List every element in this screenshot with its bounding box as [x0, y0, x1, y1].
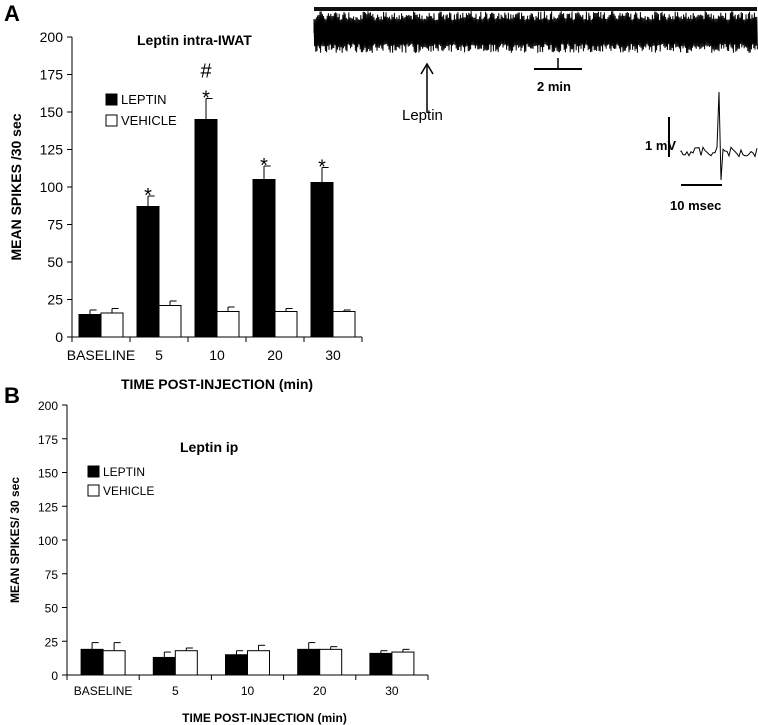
raw-spike-trace — [313, 11, 758, 54]
significance-mark: * — [144, 185, 152, 207]
bar-leptin — [136, 206, 160, 338]
y-tick-label: 75 — [45, 568, 59, 582]
x-tick-label: 10 — [241, 684, 255, 698]
panel-letter-a: A — [4, 1, 20, 26]
chart-title: Leptin ip — [180, 439, 238, 455]
legend-label-leptin: LEPTIN — [103, 465, 145, 479]
legend-swatch-vehicle — [87, 484, 100, 497]
significance-mark: * — [318, 157, 326, 179]
significance-mark: * — [202, 88, 210, 110]
bar-leptin — [78, 314, 102, 338]
chart-title: Leptin intra-IWAT — [137, 32, 252, 48]
significance-mark: # — [200, 61, 212, 83]
y-tick-label: 125 — [38, 500, 58, 514]
bar-leptin — [80, 648, 104, 676]
legend-swatch-leptin — [87, 465, 100, 478]
bar-leptin — [252, 179, 276, 338]
x-tick-label: 20 — [267, 347, 283, 363]
chart-panel-a: 0 25 50 75 100 125 150 175 200 BASELINE 5 10 20 30 * # *… — [8, 29, 363, 392]
legend-swatch-leptin — [105, 93, 118, 106]
y-tick-label: 25 — [45, 635, 59, 649]
x-tick-label: 20 — [313, 684, 327, 698]
y-tick-label: 150 — [40, 104, 64, 120]
single-spike-trace — [680, 91, 758, 181]
bar-leptin — [297, 648, 321, 676]
y-axis-label: MEAN SPIKES /30 sec — [8, 113, 24, 260]
trace-upper-band — [314, 7, 757, 11]
neural-trace-inset: Leptin 2 min 1 mV 10 msec — [313, 7, 758, 213]
x-tick-label: 5 — [172, 684, 179, 698]
bar-vehicle — [319, 648, 343, 676]
y-tick-label: 200 — [40, 29, 64, 45]
bar-vehicle — [274, 311, 298, 338]
panel-letter-b: B — [4, 383, 20, 408]
legend-label-vehicle: VEHICLE — [121, 113, 177, 128]
y-tick-label: 0 — [51, 669, 58, 683]
x-tick-label: 5 — [155, 347, 163, 363]
bar-vehicle — [216, 311, 240, 338]
y-tick-label: 175 — [38, 433, 58, 447]
y-tick-label: 150 — [38, 467, 58, 481]
time-scale-label: 2 min — [537, 79, 571, 94]
y-tick-label: 75 — [47, 217, 63, 233]
y-tick-label: 175 — [40, 67, 64, 83]
bar-vehicle — [102, 650, 126, 676]
legend-label-leptin: LEPTIN — [121, 92, 167, 107]
bar-vehicle — [247, 650, 270, 676]
legend-swatch-vehicle — [105, 114, 118, 127]
y-axis-label: MEAN SPIKES/ 30 sec — [8, 477, 22, 603]
bar-leptin — [310, 182, 334, 338]
y-tick-label: 100 — [40, 179, 64, 195]
bar-leptin — [194, 119, 218, 338]
voltage-scale-label: 1 mV — [645, 138, 676, 153]
y-tick-label: 25 — [47, 292, 63, 308]
injection-label: Leptin — [402, 107, 443, 124]
x-tick-label: BASELINE — [74, 684, 133, 698]
x-tick-label: 10 — [209, 347, 225, 363]
spike-time-scale-label: 10 msec — [670, 198, 721, 213]
bar-leptin — [369, 652, 393, 676]
bar-vehicle — [332, 311, 356, 338]
bar-vehicle — [158, 305, 182, 338]
legend-label-vehicle: VEHICLE — [103, 484, 154, 498]
y-tick-label: 125 — [40, 142, 64, 158]
bar-vehicle — [100, 312, 124, 338]
injection-arrow-head — [420, 62, 434, 75]
bar-leptin — [152, 656, 176, 676]
significance-mark: * — [260, 155, 268, 177]
y-tick-label: 50 — [45, 602, 59, 616]
x-axis-label: TIME POST-INJECTION (min) — [182, 711, 347, 725]
y-tick-label: 200 — [38, 399, 58, 413]
y-tick-label: 100 — [38, 534, 58, 548]
bar-leptin — [225, 654, 248, 676]
chart-panel-b: 0 25 50 75 100 125 150 175 200 BASELINE 5 10 20 30 Lep… — [8, 399, 429, 725]
bar-vehicle — [174, 650, 198, 676]
x-tick-label: BASELINE — [67, 347, 135, 363]
y-tick-label: 50 — [47, 254, 63, 270]
x-tick-label: 30 — [325, 347, 341, 363]
x-tick-label: 30 — [385, 684, 399, 698]
y-tick-label: 0 — [55, 329, 63, 345]
x-axis-label: TIME POST-INJECTION (min) — [121, 376, 313, 392]
bar-vehicle — [391, 651, 415, 676]
